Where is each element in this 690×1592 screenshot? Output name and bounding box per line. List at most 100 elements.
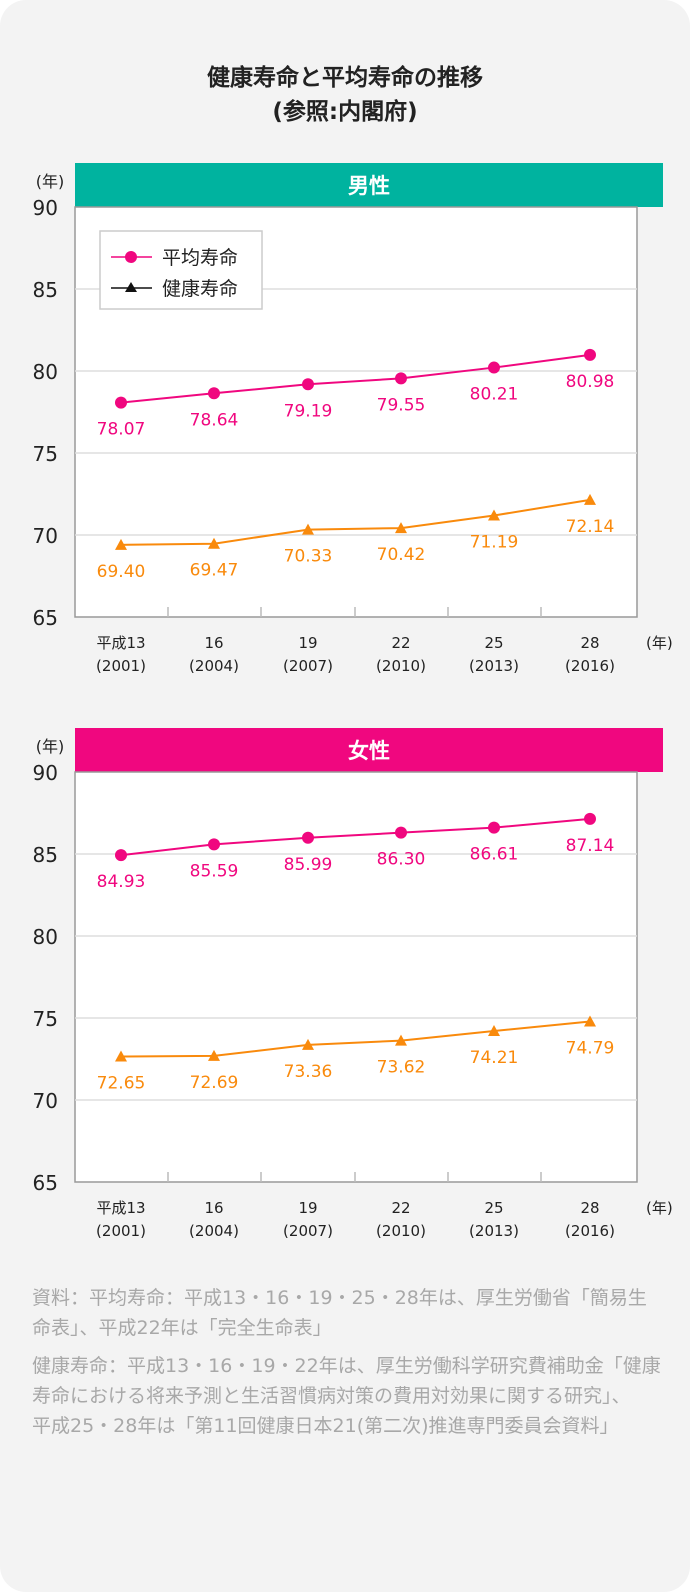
- data-label: 72.14: [566, 517, 615, 537]
- data-point: [395, 826, 407, 839]
- data-point: [488, 821, 500, 834]
- data-label: 85.99: [284, 855, 333, 875]
- x-tick-label: 22: [391, 634, 410, 652]
- x-tick-label: (2010): [376, 657, 426, 675]
- data-label: 79.19: [284, 401, 333, 421]
- x-tick-label: (2001): [96, 657, 146, 675]
- y-axis-unit: (年): [36, 737, 65, 756]
- x-tick-label: (2016): [565, 657, 615, 675]
- x-tick-label: (2016): [565, 1222, 615, 1240]
- data-point: [488, 509, 500, 521]
- data-label: 70.42: [377, 545, 426, 565]
- data-point: [302, 831, 314, 844]
- data-point: [115, 538, 127, 550]
- legend-label: 健康寿命: [162, 278, 238, 300]
- x-tick-label: 16: [204, 1199, 223, 1217]
- data-label: 74.79: [566, 1038, 615, 1058]
- y-tick-label: 90: [33, 196, 58, 220]
- series-line: [120, 1020, 591, 1058]
- data-point: [208, 537, 220, 549]
- data-point: [302, 1038, 314, 1050]
- data-label: 79.55: [377, 395, 426, 415]
- y-tick-label: 65: [33, 606, 58, 630]
- x-tick-label: (2001): [96, 1222, 146, 1240]
- y-axis-unit: (年): [36, 172, 65, 191]
- x-tick-label: 19: [298, 634, 317, 652]
- data-label: 84.93: [97, 872, 146, 892]
- x-tick-label: (2007): [283, 657, 333, 675]
- data-point: [208, 387, 220, 400]
- data-point: [395, 372, 407, 385]
- data-label: 87.14: [566, 836, 615, 856]
- data-label: 72.65: [97, 1074, 146, 1094]
- data-label: 86.61: [470, 845, 519, 865]
- data-point: [115, 396, 127, 409]
- data-label: 73.62: [377, 1058, 426, 1078]
- charts: 男性 90 85 80 75 70 65 (年) 平成13 (2001) 16 (2004) 19 (20…: [33, 163, 673, 1240]
- data-label: 71.19: [470, 532, 519, 552]
- chart-header: [75, 728, 663, 772]
- data-label: 78.07: [97, 420, 146, 440]
- legend: [99, 230, 263, 310]
- y-tick-label: 65: [33, 1171, 58, 1195]
- chart-title: 女性: [348, 739, 390, 763]
- x-tick-label: (2004): [189, 657, 239, 675]
- x-tick-label: 22: [391, 1199, 410, 1217]
- chart-header: [75, 163, 663, 207]
- legend-marker: [125, 282, 137, 292]
- data-point: [584, 493, 596, 505]
- x-tick-label: 平成13: [96, 1199, 145, 1217]
- data-point: [395, 522, 407, 534]
- x-tick-label: 28: [580, 1199, 599, 1217]
- data-point: [208, 1049, 220, 1061]
- y-tick-label: 75: [33, 442, 58, 466]
- x-tick-label: 25: [484, 634, 503, 652]
- x-tick-label: (2004): [189, 1222, 239, 1240]
- data-point: [584, 812, 596, 825]
- y-tick-label: 75: [33, 1007, 58, 1031]
- data-point: [115, 1050, 127, 1062]
- data-point: [584, 348, 596, 361]
- data-point: [208, 838, 220, 851]
- data-label: 86.30: [377, 850, 426, 870]
- y-tick-label: 70: [33, 1089, 58, 1113]
- data-point: [584, 1015, 596, 1027]
- series-line: [120, 498, 591, 546]
- data-label: 80.98: [566, 372, 615, 392]
- x-tick-label: 19: [298, 1199, 317, 1217]
- page-subtitle: (参照:内閣府): [272, 99, 418, 125]
- y-tick-label: 85: [33, 278, 58, 302]
- x-axis-unit: (年): [646, 1199, 673, 1217]
- note: 平成25・28年は「第11回健康日本21(第二次)推進専門委員会資料」: [32, 1415, 619, 1437]
- data-point: [115, 849, 127, 862]
- data-label: 78.64: [190, 410, 239, 430]
- data-label: 70.33: [284, 547, 333, 567]
- source-notes: 資料：平均寿命：平成13・16・19・25・28年は、厚生労働省「簡易生命表」、…: [32, 1283, 662, 1449]
- data-label: 80.21: [470, 385, 519, 405]
- note: 健康寿命：平成13・16・19・22年は、厚生労働科学研究費補助金「健康寿命にお…: [32, 1355, 661, 1407]
- x-tick-label: (2013): [469, 1222, 519, 1240]
- data-point: [488, 361, 500, 374]
- data-point: [395, 1034, 407, 1046]
- chart-0: 男性 90 85 80 75 70 65 (年) 平成13 (2001) 16 (2004) 19 (20…: [33, 163, 673, 675]
- data-label: 69.47: [190, 561, 239, 581]
- x-tick-label: 平成13: [96, 634, 145, 652]
- data-label: 73.36: [284, 1062, 333, 1082]
- data-label: 69.40: [97, 562, 146, 582]
- chart-title: 男性: [348, 174, 390, 198]
- x-tick-label: 25: [484, 1199, 503, 1217]
- y-tick-label: 80: [33, 925, 58, 949]
- x-tick-label: 16: [204, 634, 223, 652]
- data-point: [302, 378, 314, 391]
- x-tick-label: (2010): [376, 1222, 426, 1240]
- page-title: 健康寿命と平均寿命の推移: [207, 65, 483, 91]
- x-tick-label: (2013): [469, 657, 519, 675]
- y-tick-label: 90: [33, 761, 58, 785]
- data-point: [488, 1024, 500, 1036]
- y-tick-label: 70: [33, 524, 58, 548]
- series-line: [120, 817, 591, 857]
- data-label: 85.59: [190, 861, 239, 881]
- legend-marker: [125, 251, 137, 263]
- data-label: 74.21: [470, 1048, 519, 1068]
